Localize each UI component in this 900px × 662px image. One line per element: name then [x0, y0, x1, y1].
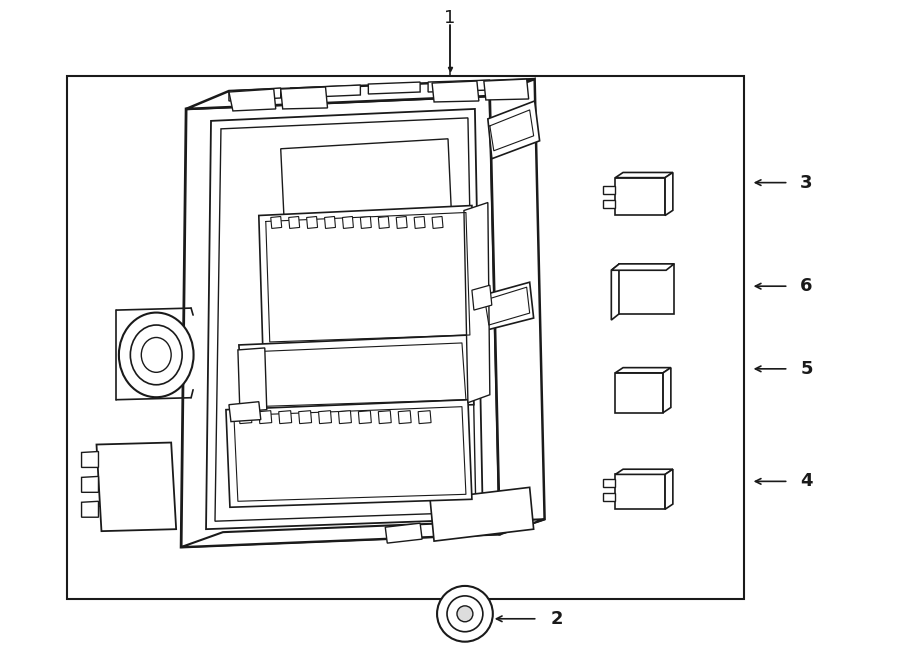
Polygon shape: [619, 264, 674, 314]
Ellipse shape: [141, 338, 171, 372]
Polygon shape: [82, 477, 98, 493]
Polygon shape: [385, 523, 422, 543]
Bar: [67, 76, 743, 599]
Polygon shape: [663, 367, 670, 412]
Polygon shape: [603, 185, 616, 193]
Polygon shape: [281, 87, 328, 109]
Polygon shape: [616, 469, 673, 475]
Polygon shape: [368, 82, 420, 94]
Polygon shape: [414, 216, 425, 228]
Polygon shape: [665, 469, 673, 509]
Polygon shape: [360, 216, 372, 228]
Polygon shape: [181, 519, 544, 547]
Polygon shape: [432, 81, 479, 102]
Polygon shape: [472, 285, 491, 310]
Polygon shape: [396, 216, 407, 228]
Polygon shape: [82, 501, 98, 517]
Polygon shape: [229, 88, 281, 101]
Polygon shape: [186, 79, 535, 109]
Polygon shape: [259, 410, 272, 424]
Polygon shape: [616, 367, 670, 373]
Text: 4: 4: [800, 473, 813, 491]
Polygon shape: [181, 96, 500, 547]
Polygon shape: [428, 80, 490, 92]
Polygon shape: [611, 264, 674, 270]
Polygon shape: [611, 264, 619, 320]
Polygon shape: [299, 410, 311, 424]
Polygon shape: [378, 216, 390, 228]
Polygon shape: [289, 216, 300, 228]
Polygon shape: [430, 487, 534, 541]
Polygon shape: [96, 442, 176, 531]
Polygon shape: [603, 479, 616, 487]
Text: 5: 5: [800, 360, 813, 378]
Text: 2: 2: [550, 610, 562, 628]
Polygon shape: [343, 216, 354, 228]
Polygon shape: [238, 335, 474, 412]
Polygon shape: [226, 400, 472, 507]
Circle shape: [457, 606, 472, 622]
Polygon shape: [488, 101, 540, 159]
Polygon shape: [325, 216, 336, 228]
Polygon shape: [603, 493, 616, 501]
Polygon shape: [418, 410, 431, 424]
Polygon shape: [464, 203, 490, 402]
Polygon shape: [238, 410, 252, 424]
Text: 1: 1: [445, 9, 455, 27]
Polygon shape: [616, 475, 665, 509]
Polygon shape: [398, 410, 411, 424]
Polygon shape: [291, 85, 360, 98]
Polygon shape: [229, 402, 261, 422]
Polygon shape: [616, 373, 663, 412]
Polygon shape: [432, 216, 443, 228]
Ellipse shape: [130, 325, 182, 385]
Ellipse shape: [119, 312, 194, 397]
Polygon shape: [281, 139, 452, 232]
Polygon shape: [616, 177, 665, 216]
Polygon shape: [484, 79, 528, 100]
Polygon shape: [490, 79, 544, 534]
Polygon shape: [338, 410, 351, 424]
Polygon shape: [215, 118, 476, 521]
Polygon shape: [206, 109, 483, 529]
Text: 3: 3: [800, 173, 813, 191]
Polygon shape: [358, 410, 372, 424]
Polygon shape: [238, 348, 266, 412]
Polygon shape: [616, 173, 673, 177]
Polygon shape: [665, 173, 673, 216]
Polygon shape: [279, 410, 292, 424]
Polygon shape: [319, 410, 331, 424]
Polygon shape: [483, 282, 534, 330]
Circle shape: [437, 586, 493, 641]
Polygon shape: [307, 216, 318, 228]
Polygon shape: [603, 199, 616, 207]
Polygon shape: [229, 89, 275, 111]
Text: 6: 6: [800, 277, 813, 295]
Polygon shape: [378, 410, 392, 424]
Polygon shape: [271, 216, 282, 228]
Circle shape: [447, 596, 483, 632]
Polygon shape: [259, 205, 476, 348]
Polygon shape: [82, 451, 98, 467]
